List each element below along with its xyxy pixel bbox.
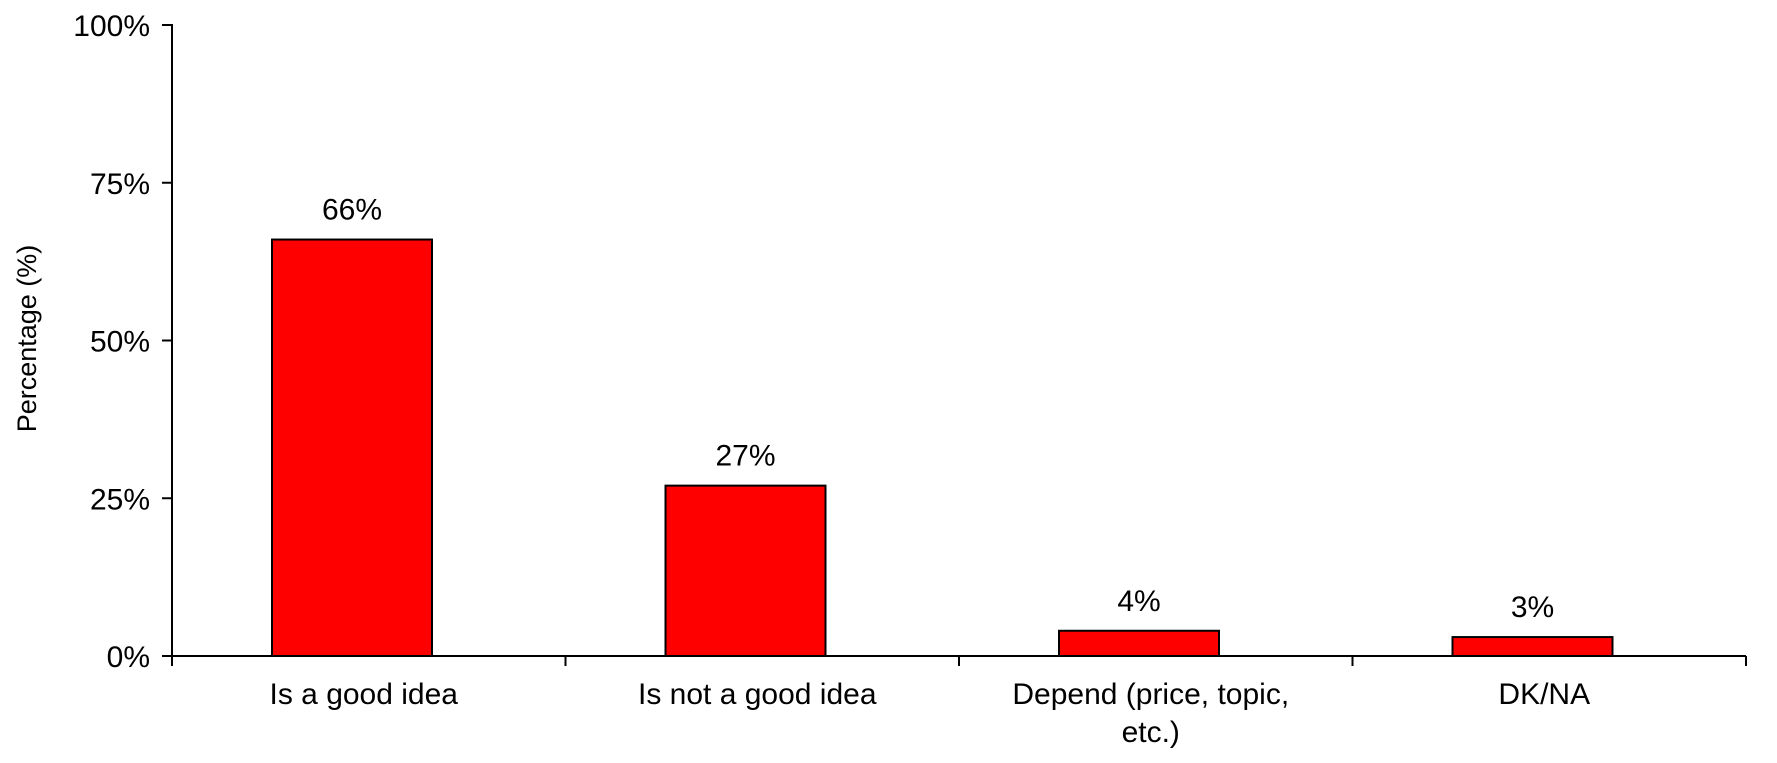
y-tick-label: 0% (107, 641, 150, 674)
x-category-label-line: Is a good idea (270, 678, 459, 711)
ticks-group: 0% 25% 50% 75% 100% (73, 10, 1747, 674)
x-category-label: Depend (price, topic, etc.) (1012, 678, 1289, 749)
data-label: 3% (1511, 591, 1554, 624)
x-category-label: DK/NA (1498, 678, 1590, 711)
y-tick-label: 75% (90, 168, 150, 201)
x-category-label-line: Is not a good idea (638, 678, 877, 711)
bar (271, 238, 433, 657)
x-category-label-line: DK/NA (1498, 678, 1590, 711)
data-label: 27% (715, 440, 775, 473)
data-label: 66% (322, 194, 382, 227)
x-category-label-line: Depend (price, topic, (1012, 678, 1289, 711)
labels-group: 66% 27% 4% 3% Is a good idea Is not a good id… (270, 194, 1591, 749)
bar (664, 484, 827, 657)
y-tick-label: 25% (90, 483, 150, 516)
data-label: 4% (1117, 585, 1160, 618)
y-tick-label: 50% (90, 326, 150, 359)
x-category-label: Is not a good idea (638, 678, 877, 711)
y-axis-title-group: Percentage (%) (12, 245, 42, 433)
y-tick-label: 100% (73, 10, 150, 43)
bars-group (271, 238, 1614, 658)
y-axis-title: Percentage (%) (12, 245, 42, 433)
bar (1058, 629, 1220, 658)
bar (1451, 636, 1614, 658)
x-category-label-line: etc.) (1122, 716, 1180, 749)
x-category-label: Is a good idea (270, 678, 459, 711)
